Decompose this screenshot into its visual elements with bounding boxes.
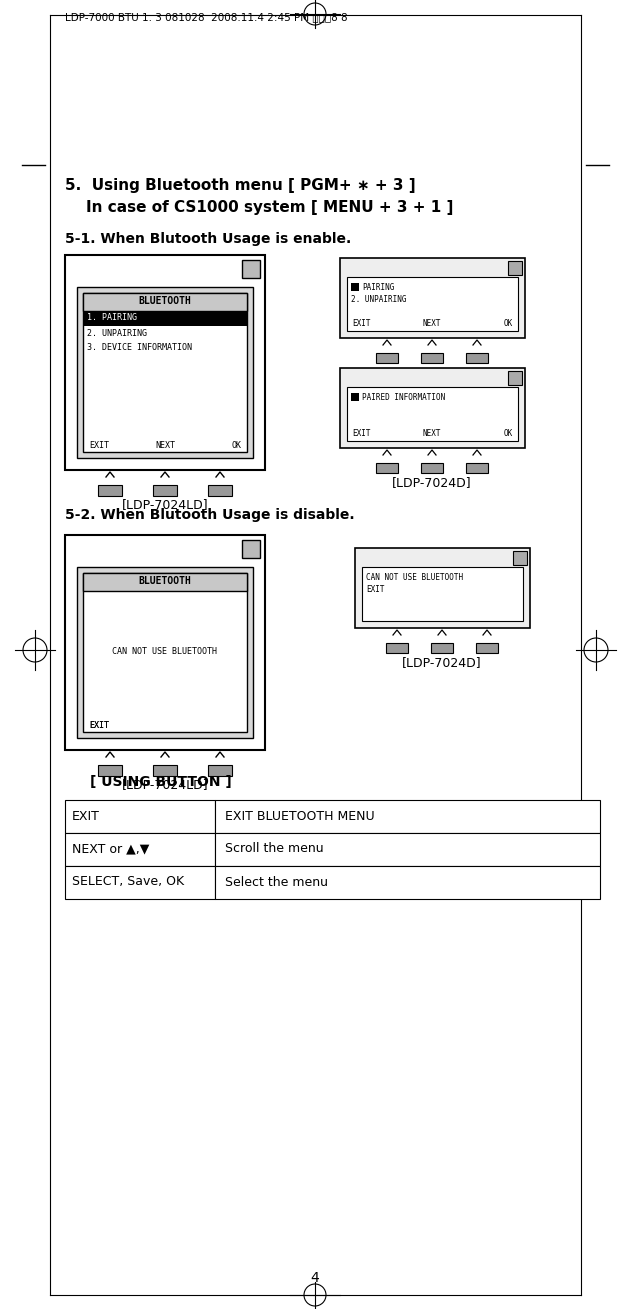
Bar: [215, 833, 600, 867]
Text: Scroll the menu: Scroll the menu: [225, 843, 324, 856]
Bar: [351, 283, 359, 291]
Text: NEXT: NEXT: [155, 441, 175, 449]
Bar: [508, 370, 522, 385]
Bar: [242, 541, 260, 558]
Bar: [351, 393, 359, 401]
Bar: [65, 833, 215, 867]
Bar: [242, 260, 260, 278]
Bar: [362, 567, 523, 620]
Text: PAIRING: PAIRING: [362, 283, 394, 292]
Bar: [153, 764, 177, 776]
Bar: [355, 548, 530, 628]
Text: 1. PAIRING: 1. PAIRING: [87, 313, 137, 322]
Text: OK: OK: [231, 441, 241, 449]
Text: In case of CS1000 system [ MENU + 3 + 1 ]: In case of CS1000 system [ MENU + 3 + 1 …: [65, 200, 454, 215]
Text: CAN NOT USE BLUETOOTH: CAN NOT USE BLUETOOTH: [112, 648, 218, 657]
Text: BLUETOOTH: BLUETOOTH: [139, 576, 191, 586]
Bar: [431, 643, 453, 653]
Text: 4: 4: [310, 1271, 319, 1285]
Text: NEXT: NEXT: [423, 429, 441, 439]
Text: OK: OK: [504, 429, 513, 439]
Bar: [340, 368, 525, 448]
Text: EXIT: EXIT: [89, 720, 109, 729]
Text: BLUETOOTH: BLUETOOTH: [139, 296, 191, 306]
Bar: [208, 486, 232, 496]
Bar: [83, 573, 247, 590]
Text: PAIRED INFORMATION: PAIRED INFORMATION: [362, 393, 445, 402]
Bar: [347, 278, 518, 331]
Bar: [215, 867, 600, 899]
Text: NEXT: NEXT: [423, 319, 441, 329]
Bar: [83, 293, 247, 452]
Bar: [513, 551, 527, 565]
Text: [LDP-7024D]: [LDP-7024D]: [402, 657, 482, 669]
Bar: [386, 643, 408, 653]
Bar: [466, 353, 488, 363]
Text: EXIT: EXIT: [366, 585, 384, 594]
Text: EXIT: EXIT: [352, 319, 370, 329]
Text: 2. UNPAIRING: 2. UNPAIRING: [87, 329, 147, 338]
Text: [LDP-7024D]: [LDP-7024D]: [392, 476, 472, 490]
Bar: [83, 293, 247, 312]
Text: SELECT, Save, OK: SELECT, Save, OK: [72, 876, 184, 889]
Bar: [421, 463, 443, 473]
Bar: [508, 260, 522, 275]
Text: NEXT or ▲,▼: NEXT or ▲,▼: [72, 843, 150, 856]
Bar: [208, 764, 232, 776]
Text: OK: OK: [504, 319, 513, 329]
Bar: [421, 353, 443, 363]
Text: EXIT: EXIT: [352, 429, 370, 439]
Text: 5-1. When Blutooth Usage is enable.: 5-1. When Blutooth Usage is enable.: [65, 232, 351, 246]
Text: 2. UNPAIRING: 2. UNPAIRING: [351, 296, 406, 305]
Bar: [77, 567, 253, 738]
Bar: [376, 463, 398, 473]
Bar: [83, 312, 247, 326]
Bar: [476, 643, 498, 653]
Bar: [83, 573, 247, 732]
Text: [LDP-7024LD]: [LDP-7024LD]: [122, 779, 208, 792]
Bar: [98, 764, 122, 776]
Bar: [153, 486, 177, 496]
Bar: [65, 255, 265, 470]
Text: EXIT: EXIT: [72, 809, 100, 822]
Bar: [65, 867, 215, 899]
Bar: [98, 486, 122, 496]
Text: 5.  Using Bluetooth menu [ PGM+ ∗ + 3 ]: 5. Using Bluetooth menu [ PGM+ ∗ + 3 ]: [65, 178, 416, 192]
Bar: [65, 535, 265, 750]
Bar: [215, 800, 600, 833]
Text: EXIT: EXIT: [89, 720, 109, 729]
Text: LDP-7000 BTU 1. 3 081028  2008.11.4 2:45 PM 페이지8 8: LDP-7000 BTU 1. 3 081028 2008.11.4 2:45 …: [65, 12, 348, 22]
Bar: [77, 287, 253, 458]
Bar: [466, 463, 488, 473]
Text: CAN NOT USE BLUETOOTH: CAN NOT USE BLUETOOTH: [366, 572, 463, 581]
Text: 3. DEVICE INFORMATION: 3. DEVICE INFORMATION: [87, 343, 192, 352]
Bar: [347, 387, 518, 441]
Bar: [65, 800, 215, 833]
Text: EXIT: EXIT: [89, 441, 109, 449]
Text: Select the menu: Select the menu: [225, 876, 328, 889]
Text: [LDP-7024LD]: [LDP-7024LD]: [122, 499, 208, 512]
Text: EXIT BLUETOOTH MENU: EXIT BLUETOOTH MENU: [225, 809, 375, 822]
Text: 5-2. When Blutooth Usage is disable.: 5-2. When Blutooth Usage is disable.: [65, 508, 355, 522]
Bar: [376, 353, 398, 363]
Text: [ USING BUTTON ]: [ USING BUTTON ]: [90, 775, 232, 789]
Bar: [340, 258, 525, 338]
